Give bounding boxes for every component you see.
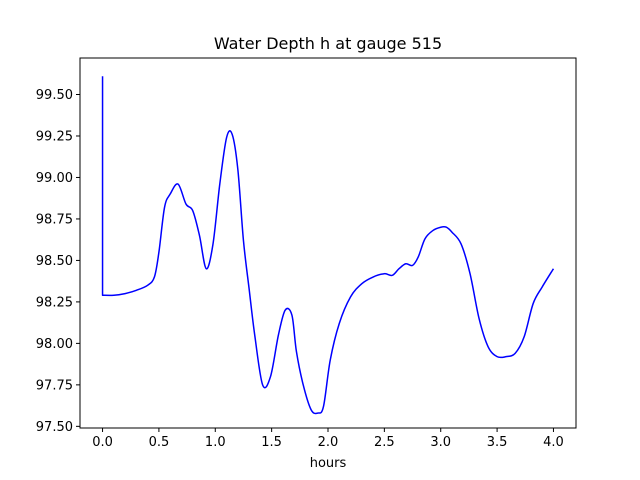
plot-frame <box>79 57 577 429</box>
x-tick-label: 4.0 <box>543 435 564 450</box>
y-tick-label: 97.75 <box>36 378 73 393</box>
y-tick-label: 99.25 <box>36 129 73 144</box>
x-axis-ticks: 0.0 0.5 1.0 1.5 2.0 2.5 3.0 3.5 4.0 <box>92 428 564 450</box>
x-tick-label: 1.0 <box>205 435 226 450</box>
x-axis-label: hours <box>310 456 347 471</box>
plot-area: 0.0 0.5 1.0 1.5 2.0 2.5 3.0 3.5 4.0 97.50 97.75 98… <box>36 57 577 450</box>
y-tick-label: 98.00 <box>36 337 73 352</box>
x-tick-label: 0.5 <box>149 435 170 450</box>
y-tick-label: 97.50 <box>36 420 73 435</box>
y-tick-label: 98.75 <box>36 212 73 227</box>
y-tick-label: 98.50 <box>36 254 73 269</box>
y-tick-label: 99.50 <box>36 88 73 103</box>
x-tick-label: 2.0 <box>318 435 339 450</box>
series-line <box>101 76 555 415</box>
x-tick-label: 2.5 <box>374 435 395 450</box>
y-tick-label: 99.00 <box>36 171 73 186</box>
y-tick-label: 98.25 <box>36 295 73 310</box>
series-layer <box>101 76 555 415</box>
x-tick-label: 0.0 <box>92 435 113 450</box>
x-tick-label: 1.5 <box>261 435 282 450</box>
x-tick-label: 3.5 <box>487 435 508 450</box>
chart-title: Water Depth h at gauge 515 <box>214 34 442 53</box>
x-tick-label: 3.0 <box>430 435 451 450</box>
y-axis-ticks: 97.50 97.75 98.00 98.25 98.50 98.75 99.00 99.25… <box>36 88 80 435</box>
